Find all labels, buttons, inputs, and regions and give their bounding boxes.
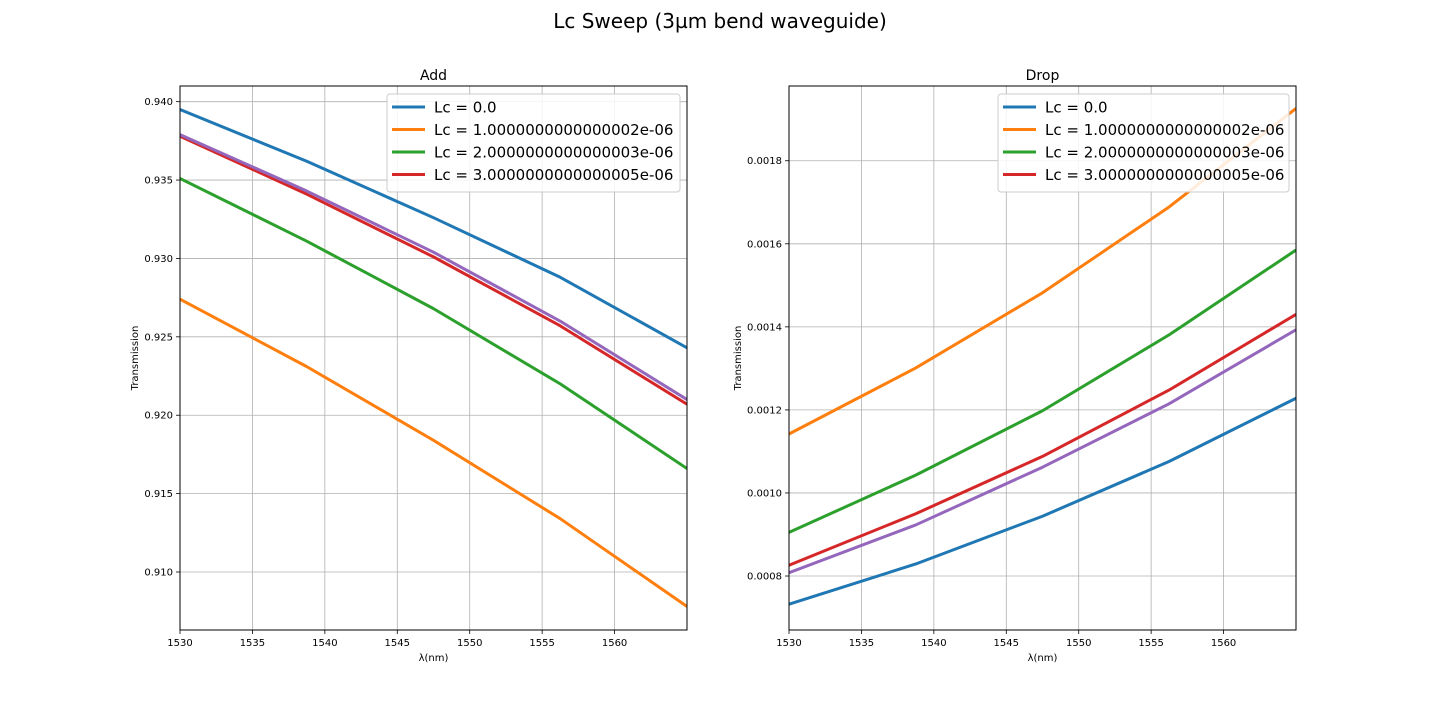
x-axis-label: λ(nm) bbox=[419, 653, 449, 664]
x-tick-label: 1550 bbox=[457, 638, 482, 649]
y-tick-label: 0.0010 bbox=[747, 488, 782, 499]
subplot-title: Drop bbox=[1026, 68, 1060, 84]
x-tick-label: 1540 bbox=[312, 638, 337, 649]
y-tick-label: 0.0016 bbox=[747, 239, 782, 250]
series-line-5 bbox=[789, 328, 1296, 575]
series-line-1 bbox=[180, 108, 687, 350]
y-tick-label: 0.0008 bbox=[747, 572, 782, 583]
x-tick-label: 1530 bbox=[167, 638, 192, 649]
x-tick-label: 1545 bbox=[385, 638, 410, 649]
x-tick-label: 1545 bbox=[994, 638, 1019, 649]
legend-label: Lc = 3.0000000000000005e-06 bbox=[434, 166, 673, 184]
y-tick-label: 0.910 bbox=[144, 567, 173, 578]
series-line-2 bbox=[180, 297, 687, 608]
legend-box bbox=[997, 93, 1290, 193]
legend-label: Lc = 0.0 bbox=[434, 99, 497, 117]
y-tick-label: 0.920 bbox=[144, 411, 173, 422]
axes-frame bbox=[788, 85, 1297, 631]
x-tick-label: 1560 bbox=[602, 638, 627, 649]
x-tick-label: 1555 bbox=[1138, 638, 1163, 649]
subplot-title: Add bbox=[420, 68, 447, 84]
x-tick-label: 1530 bbox=[776, 638, 801, 649]
series-line-1 bbox=[789, 396, 1296, 606]
legend: Lc = 0.0 Lc = 1.0000000000000002e-06 Lc = … bbox=[386, 93, 681, 193]
figure-title: Lc Sweep (3µm bend waveguide) bbox=[553, 9, 887, 33]
y-tick-label: 0.0014 bbox=[747, 322, 782, 333]
x-tick-label: 1550 bbox=[1066, 638, 1091, 649]
y-tick-label: 0.940 bbox=[144, 97, 173, 108]
y-axis-label: Transmission bbox=[733, 326, 744, 392]
legend-label: Lc = 2.0000000000000003e-06 bbox=[1045, 144, 1284, 162]
series-line-3 bbox=[789, 248, 1296, 534]
series-line-5 bbox=[180, 133, 687, 401]
axes-frame bbox=[179, 85, 688, 631]
y-tick-label: 0.925 bbox=[144, 332, 173, 343]
y-tick-label: 0.0018 bbox=[747, 156, 782, 167]
x-tick-label: 1555 bbox=[529, 638, 554, 649]
x-axis-label: λ(nm) bbox=[1028, 653, 1058, 664]
legend-label: Lc = 1.0000000000000002e-06 bbox=[1045, 121, 1284, 139]
x-tick-label: 1535 bbox=[849, 638, 874, 649]
y-tick-label: 0.930 bbox=[144, 254, 173, 265]
y-tick-label: 0.915 bbox=[144, 489, 173, 500]
series-line-4 bbox=[180, 134, 687, 406]
legend-box bbox=[386, 93, 681, 193]
subplot-add: 1530 1535 1540 1545 1550 1555 1560 0.910 0.915 0.… bbox=[130, 68, 688, 664]
legend-label: Lc = 1.0000000000000002e-06 bbox=[434, 121, 673, 139]
x-tick-label: 1560 bbox=[1211, 638, 1236, 649]
legend-label: Lc = 2.0000000000000003e-06 bbox=[434, 144, 673, 162]
y-tick-label: 0.935 bbox=[144, 176, 173, 187]
series-line-4 bbox=[789, 313, 1296, 567]
x-tick-label: 1535 bbox=[240, 638, 265, 649]
legend-label: Lc = 0.0 bbox=[1045, 99, 1108, 117]
x-tick-label: 1540 bbox=[921, 638, 946, 649]
subplot-drop: 1530 1535 1540 1545 1550 1555 1560 0.0008 0.0010… bbox=[733, 68, 1297, 664]
series-line-3 bbox=[180, 177, 687, 470]
y-tick-label: 0.0012 bbox=[747, 405, 782, 416]
legend: Lc = 0.0 Lc = 1.0000000000000002e-06 Lc = … bbox=[997, 93, 1290, 193]
y-axis-label: Transmission bbox=[130, 326, 141, 392]
legend-label: Lc = 3.0000000000000005e-06 bbox=[1045, 166, 1284, 184]
